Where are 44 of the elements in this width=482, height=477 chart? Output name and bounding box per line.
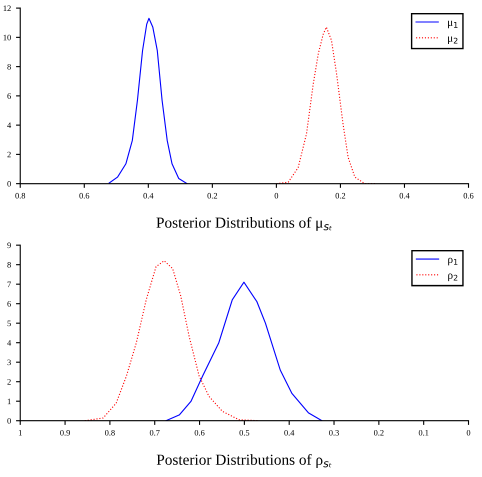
y-tick-label: 7 [8,282,11,288]
legend-label: μ$_{1}$ [448,20,458,28]
y-tick-label: 4 [7,340,12,346]
x-tick-label: 0.3 [329,430,339,436]
y-tick-label: 1 [8,398,11,404]
y-tick-label: 9 [7,242,11,248]
x-tick-label: 0.8 [15,192,26,199]
y-tick-label: 5 [8,320,11,326]
legend-label: ρ$_{1}$ [448,258,458,266]
line-series [108,18,188,184]
x-tick-label: 0.4 [143,192,154,199]
y-tick-label: 0 [7,418,11,424]
y-tick-label: 4 [7,122,12,128]
line-series [165,282,322,421]
y-tick-label: 6 [7,301,11,307]
y-tick-label: 8 [7,64,11,70]
x-tick-label: 0.6 [194,430,205,436]
x-tick-label: 0.2 [374,430,384,436]
y-tick-label: 2 [7,152,11,158]
y-tick-label: 10 [4,34,11,40]
y-tick-label: 3 [7,360,11,366]
x-tick-label: 0 [466,430,470,436]
x-axis-title: Posterior Distributions of μ$_{sₜ}$ [156,216,332,231]
x-axis-title: Posterior Distributions of ρ$_{sₜ}$ [156,454,332,468]
legend-label: μ$_{2}$ [448,36,458,44]
y-tick-label: 6 [7,93,11,99]
y-tick-label: 12 [4,5,11,11]
x-tick-label: 1 [18,430,22,436]
x-tick-label: 0.4 [284,430,294,436]
x-tick-label: 0.2 [207,192,218,199]
y-tick-label: 2 [7,379,11,385]
y-tick-label: 0 [7,180,11,187]
x-tick-label: 0.6 [464,192,474,199]
x-tick-label: 0 [274,192,278,199]
x-tick-label: 0.8 [105,430,115,436]
x-tick-label: 0.1 [418,430,428,436]
x-tick-label: 0.7 [150,430,160,436]
y-tick-label: 8 [7,262,11,268]
x-tick-label: 0.2 [336,192,346,199]
legend-label: ρ$_{2}$ [448,274,458,282]
x-tick-label: 0.4 [400,192,410,199]
x-tick-label: 0.5 [239,430,250,436]
x-tick-label: 0.6 [79,192,90,199]
x-tick-label: 0.9 [60,430,70,436]
